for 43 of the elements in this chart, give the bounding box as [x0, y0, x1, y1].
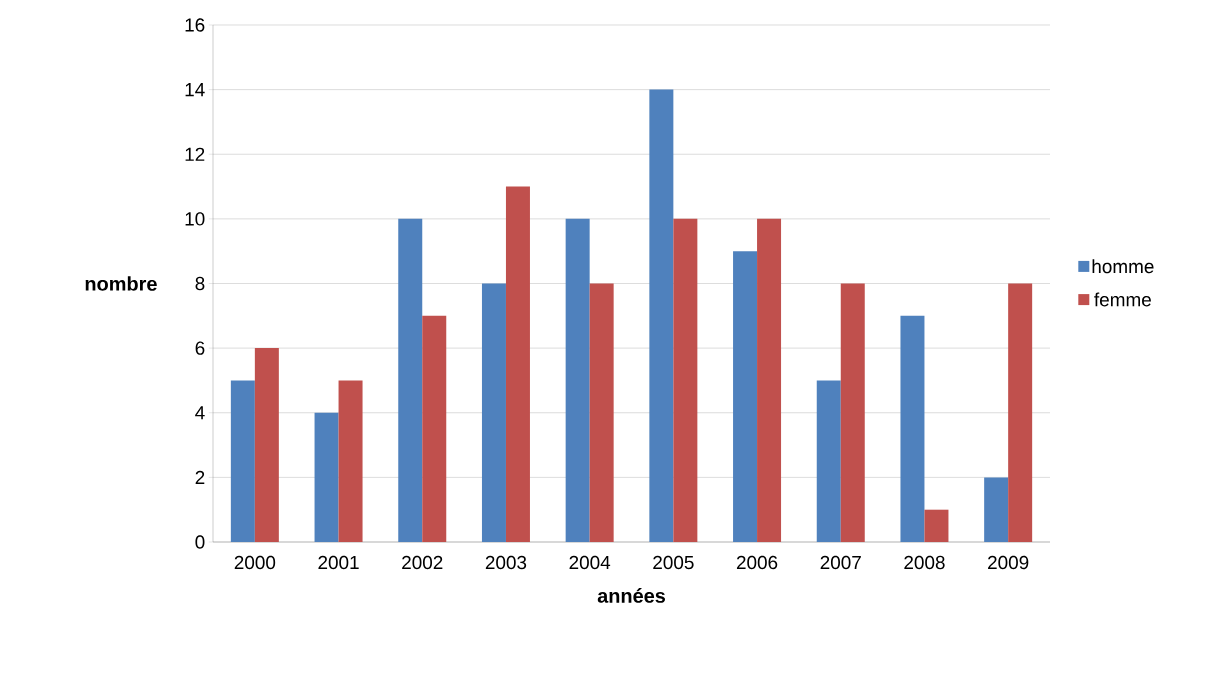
legend-label: homme — [1092, 259, 1154, 274]
bar — [816, 380, 841, 542]
bar — [1008, 283, 1033, 542]
bar — [314, 412, 339, 542]
x-tick-label: 2006 — [736, 555, 778, 570]
legend-label: femme — [1094, 292, 1151, 307]
y-tick-label: 4 — [195, 406, 205, 420]
y-tick-label: 0 — [195, 535, 205, 549]
x-tick-label: 2001 — [318, 555, 359, 570]
bar — [505, 186, 530, 542]
y-tick-label: 8 — [195, 276, 205, 291]
bar — [338, 380, 363, 542]
bar — [589, 283, 614, 542]
x-axis-title: années — [597, 588, 666, 603]
bar — [230, 380, 255, 542]
bar — [900, 315, 925, 542]
y-axis-title: nombre — [85, 276, 157, 291]
y-tick-label: 2 — [195, 470, 205, 484]
bar — [398, 218, 423, 542]
bar — [984, 477, 1009, 542]
x-tick-label: 2007 — [820, 555, 861, 570]
bar — [481, 283, 506, 542]
x-tick-label: 2003 — [485, 555, 527, 570]
y-tick-label: 6 — [195, 341, 205, 355]
x-tick-label: 2000 — [234, 555, 276, 570]
bar — [565, 218, 590, 542]
bar — [254, 348, 279, 542]
y-tick-label: 10 — [185, 212, 205, 226]
bar — [422, 315, 447, 542]
y-tick-label: 12 — [185, 147, 205, 161]
x-tick-label: 2004 — [569, 555, 611, 570]
bar — [649, 89, 674, 542]
bar — [733, 251, 758, 542]
y-tick-label: 14 — [185, 83, 205, 97]
x-tick-label: 2008 — [904, 555, 945, 570]
x-tick-label: 2005 — [653, 555, 694, 570]
bar — [924, 509, 949, 542]
bar — [757, 218, 782, 542]
x-tick-label: 2009 — [988, 555, 1029, 570]
bar — [673, 218, 698, 542]
x-tick-label: 2002 — [402, 555, 443, 570]
bar — [840, 283, 865, 542]
y-tick-label: 16 — [185, 18, 205, 32]
